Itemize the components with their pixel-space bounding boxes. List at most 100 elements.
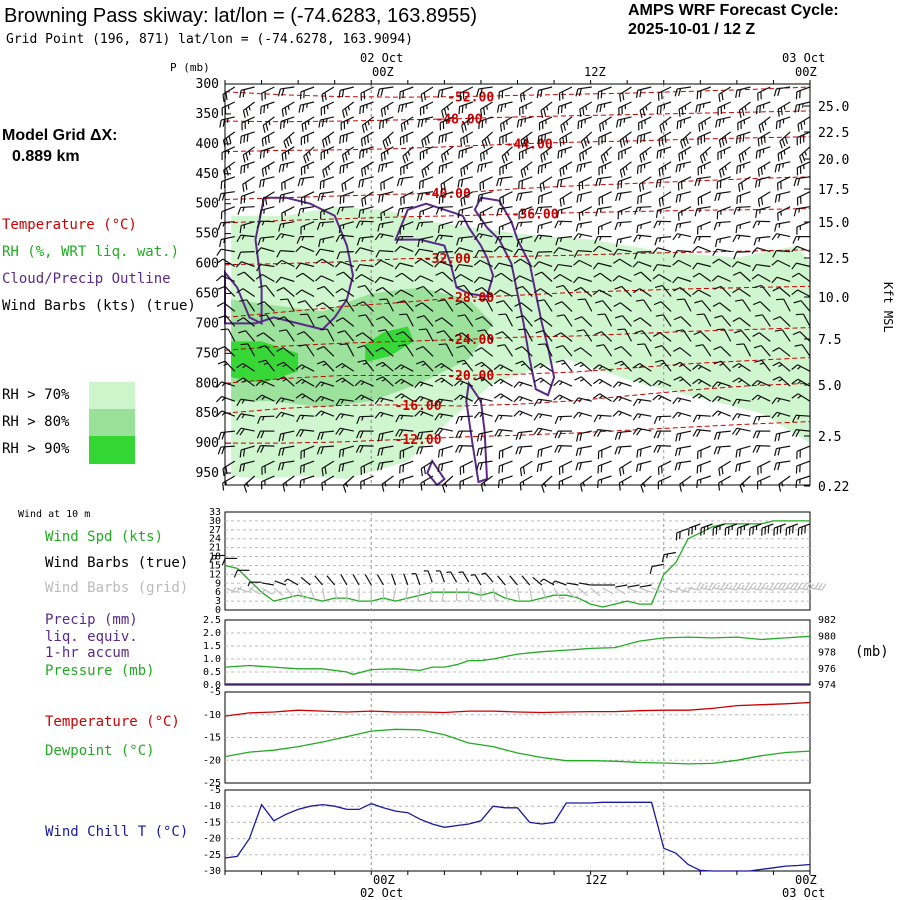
wind-barb-r20-c0-flag-0 (216, 381, 222, 388)
wind-barb-r21-c28-staff (776, 397, 791, 402)
wind-barb-r0-c4-staff (300, 86, 315, 93)
wind-barb-r4-c2-staff (260, 146, 275, 152)
wind-barb-r2-c29 (797, 116, 811, 132)
wind-barb-r3-c19 (598, 131, 612, 146)
wind-barb-r17-c29-staff (799, 331, 811, 342)
wind-barb-r20-c25-staff (717, 381, 731, 387)
wind-barb-r4-c1-flag-0 (242, 154, 246, 163)
wind-barb-r7-c10-flag-0 (416, 193, 420, 202)
wind-barb-r21-c18-staff (578, 397, 592, 402)
wind-barb-r17-c13-staff (484, 329, 494, 342)
wind-barb-r0-c17-flag-0 (558, 93, 561, 101)
wind-barb-r4-c11-staff (441, 146, 454, 156)
wind10m-tick-6: 6 (215, 587, 221, 598)
wind-barb-r19-c27-flag-0 (754, 359, 762, 363)
wind-barb-r26-c4-flag-0 (299, 480, 302, 488)
wind-barb-r10-c9-half-1 (400, 236, 404, 241)
wind10m-grid-barb-41-flag-0 (736, 583, 742, 591)
wind-barb-r24-c11-flag-0 (437, 449, 441, 458)
wind-barb-r2-c1-flag-0 (241, 122, 243, 131)
cloud-outline-3 (465, 380, 489, 484)
wind-barb-r16-c15 (515, 315, 533, 327)
wind-barb-r1-c9-flag-0 (397, 105, 401, 113)
wind-barb-r24-c13-staff (478, 445, 493, 450)
wind-barb-r17-c24-staff (700, 331, 712, 342)
wind-barb-r0-c24-flag-1 (699, 90, 702, 99)
wind-barb-r18-c16-flag-0 (537, 343, 546, 346)
wind-barb-r5-c28-flag-0 (774, 164, 778, 173)
wind-barb-r13-c20 (612, 275, 632, 283)
wind-barb-r24-c3 (278, 445, 295, 457)
wind10m-true-barb-42-flag-0 (724, 528, 727, 536)
wind-barb-r4-c21-staff (639, 146, 652, 156)
wind10m-grid-barb-30-staff (590, 587, 601, 597)
wind-barb-r5-c20 (619, 161, 632, 178)
wind-barb-r12-c4-flag-0 (295, 262, 301, 270)
wind10m-true-barb-16 (411, 573, 421, 586)
wind-barb-r11-c14-staff (499, 245, 513, 253)
wind10m-grid-barb-27-staff (553, 587, 561, 599)
wind-barb-r24-c5-staff (319, 445, 334, 448)
wind-barb-r5-c19-half-2 (604, 164, 607, 170)
wind-barb-r7-c24-flag-1 (700, 196, 703, 204)
wind-barb-r0-c25 (718, 86, 732, 103)
wind-barb-r9-c14-half-1 (502, 225, 504, 230)
wind-barb-r23-c1-flag-0 (236, 427, 242, 435)
wind-barb-r18-c26-flag-0 (736, 343, 744, 346)
wind-barb-r7-c3-flag-1 (282, 194, 285, 202)
wind-barbs-grid-label: Wind Barbs (grid) (45, 580, 189, 596)
wind-barb-r24-c25-flag-1 (717, 446, 721, 455)
wind-barb-r19-c3-flag-0 (276, 361, 284, 367)
wind-barb-r15-c2-flag-0 (257, 301, 265, 306)
wind-barb-r0-c17 (558, 86, 573, 101)
wind-barb-r1-c19-half-2 (603, 103, 606, 108)
wind-barb-r9-c6 (338, 221, 354, 234)
wind-barb-r4-c15-flag-0 (518, 152, 521, 161)
wind-barb-r16-c26 (732, 317, 751, 327)
wind-barb-r1-c14-half-2 (504, 103, 507, 108)
wind-barb-r11-c2-staff (260, 247, 275, 253)
wind-barb-r24-c1-flag-0 (239, 449, 242, 458)
wind-barb-r21-c18-half-1 (578, 398, 583, 403)
wind-barb-r14-c1-flag-0 (236, 288, 244, 294)
wind-barb-r19-c10-flag-0 (416, 360, 424, 365)
wind-barb-r0-c1-flag-0 (239, 90, 242, 99)
wind-barb-r2-c21-flag-1 (641, 121, 643, 129)
wind-barb-r9-c11 (437, 221, 454, 234)
wind-barb-r15-c26-flag-0 (735, 299, 743, 302)
wind-barb-r0-c27-staff (757, 86, 771, 94)
wind-barb-r25-c20-flag-0 (619, 468, 622, 477)
wind-barb-r19-c8-flag-0 (375, 361, 383, 367)
wind-barb-r6-c12-flag-0 (457, 180, 460, 188)
wind-barb-r26-c19-staff (598, 475, 612, 481)
wind10m-grid-barb-24-staff (516, 587, 521, 600)
windchill-frame (224, 789, 811, 872)
wind-barb-r16-c20 (615, 315, 632, 327)
wind-barb-r8-c29 (793, 206, 811, 217)
wind-barb-r10-c8-staff (379, 233, 394, 238)
wind-barb-r2-c21 (638, 116, 652, 131)
wind-barb-r20-c5-half-1 (320, 382, 325, 387)
wind-barb-r18-c3-staff (282, 347, 295, 357)
wind-barb-r3-c8-flag-1 (385, 138, 389, 147)
wind-barb-r20-c26-flag-0 (732, 377, 740, 383)
wind-barb-r15-c18-flag-0 (577, 298, 586, 301)
wind-barb-r20-c28-staff (779, 376, 791, 387)
wind-barb-r25-c13-flag-0 (476, 462, 480, 471)
wind10m-true-barb-15 (403, 573, 409, 586)
wind-barb-r1-c6-flag-0 (342, 110, 346, 118)
wind-barb-r26-c12-flag-0 (459, 481, 461, 490)
wind-barb-r23-c6-flag-1 (338, 428, 345, 436)
wind-barb-r7-c21 (637, 191, 652, 205)
wind-barb-r7-c6 (339, 191, 355, 205)
wind-barb-r9-c16-flag-0 (537, 225, 540, 234)
wind-barb-r20-c15-flag-0 (513, 381, 520, 388)
wind-barb-r1-c15 (519, 101, 533, 116)
wind10m-grid-barb-36-flag-0 (674, 586, 681, 593)
wind-barb-r7-c23-flag-1 (679, 194, 682, 202)
wind-barb-r17-c15-staff (525, 328, 533, 342)
wind-barb-r3-c4 (300, 131, 315, 146)
wind-barb-r25-c9 (399, 460, 414, 474)
windchill-tick-5: -30 (203, 866, 221, 877)
wind-barb-r19-c6-staff (341, 362, 355, 372)
